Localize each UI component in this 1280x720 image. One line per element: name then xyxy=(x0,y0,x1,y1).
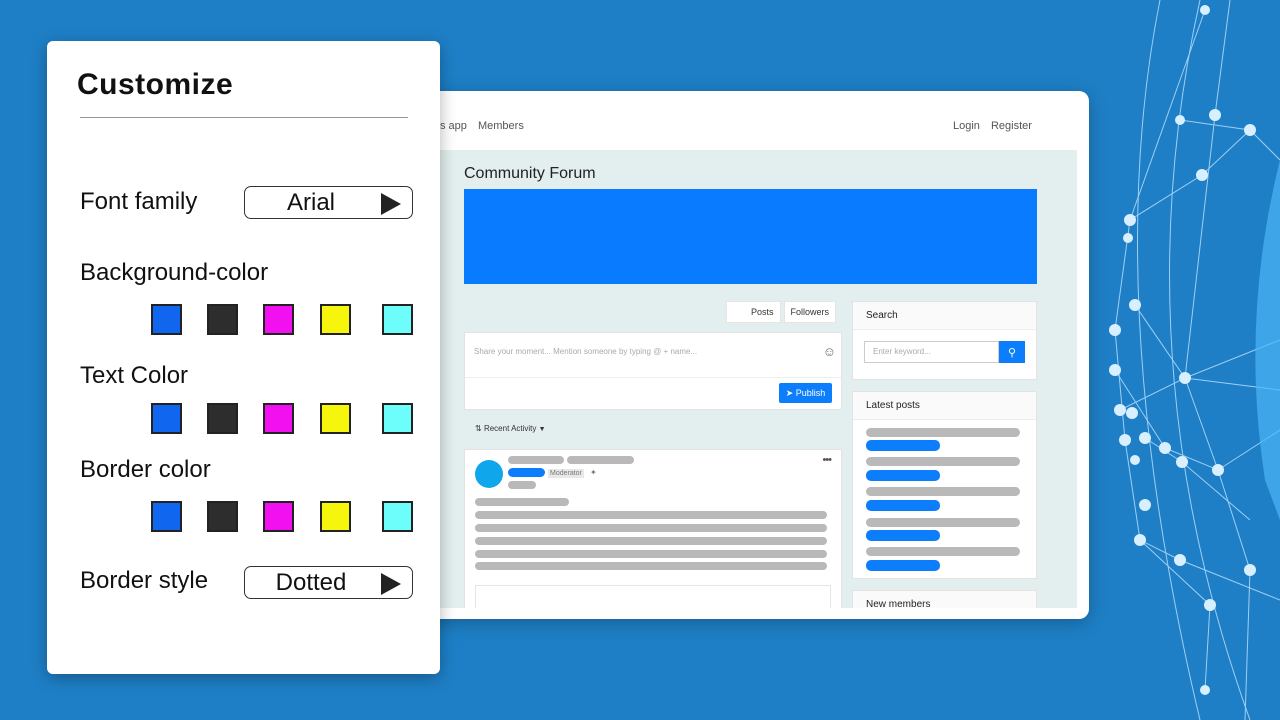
activity-post: Moderator ✦ ••• xyxy=(464,449,842,608)
placeholder-bar xyxy=(866,470,940,481)
search-heading: Search xyxy=(853,302,1036,330)
placeholder-bar xyxy=(866,440,940,451)
search-icon: ⚲ xyxy=(1007,345,1017,359)
search-input[interactable]: Enter keyword... xyxy=(864,341,999,363)
comment-box[interactable] xyxy=(475,585,831,608)
forum-content: Community Forum Posts Followers Share yo… xyxy=(440,150,1077,608)
new-members-widget: New members xyxy=(852,590,1037,608)
swatch-blue[interactable] xyxy=(151,403,182,434)
placeholder-bar xyxy=(475,537,827,545)
divider xyxy=(465,377,841,378)
placeholder-bar xyxy=(475,511,827,519)
pin-icon: ✦ xyxy=(590,468,597,477)
placeholder-bar xyxy=(475,550,827,558)
swatch-magenta[interactable] xyxy=(263,501,294,532)
border-style-select[interactable]: Dotted xyxy=(244,566,413,599)
latest-posts-heading: Latest posts xyxy=(853,392,1036,420)
latest-posts-widget: Latest posts xyxy=(852,391,1037,579)
nav-link-app[interactable]: s app xyxy=(440,120,467,132)
placeholder-bar xyxy=(866,428,1020,437)
publish-button[interactable]: ➤ Publish xyxy=(779,383,832,403)
recent-activity-label: Recent Activity xyxy=(483,424,537,433)
panel-title: Customize xyxy=(77,68,234,101)
forum-preview: s app Members Login Register Community F… xyxy=(420,91,1089,619)
swatch-magenta[interactable] xyxy=(263,304,294,335)
font-family-value: Arial xyxy=(286,189,335,216)
profile-tabs: Posts Followers xyxy=(726,301,837,323)
swatch-magenta[interactable] xyxy=(263,403,294,434)
recent-activity-dropdown[interactable]: ⇅ Recent Activity ▼ xyxy=(475,424,546,433)
placeholder-bar xyxy=(866,457,1020,466)
placeholder-bar xyxy=(866,547,1020,556)
border-color-label: Border color xyxy=(80,456,211,483)
forum-nav-left: s app Members xyxy=(440,120,532,132)
avatar xyxy=(475,460,503,488)
customize-panel: Customize Font family Arial Background-c… xyxy=(47,41,440,674)
swatch-blue[interactable] xyxy=(151,501,182,532)
nav-link-login[interactable]: Login xyxy=(953,120,980,132)
border-color-swatches xyxy=(151,501,413,532)
nav-link-register[interactable]: Register xyxy=(990,120,1032,132)
placeholder-bar xyxy=(866,560,940,571)
placeholder-bar xyxy=(866,500,940,511)
swatch-yellow[interactable] xyxy=(320,501,351,532)
placeholder-bar xyxy=(866,487,1020,496)
font-family-label: Font family xyxy=(80,188,198,215)
swatch-cyan[interactable] xyxy=(382,304,413,335)
placeholder-bar xyxy=(866,530,940,541)
send-icon: ➤ xyxy=(785,387,794,398)
background-color-swatches xyxy=(151,304,413,335)
swatch-black[interactable] xyxy=(207,403,238,434)
swatch-black[interactable] xyxy=(207,501,238,532)
tab-posts[interactable]: Posts xyxy=(726,301,781,323)
publish-label: Publish xyxy=(795,387,826,398)
swatch-yellow[interactable] xyxy=(320,403,351,434)
share-box: Share your moment... Mention someone by … xyxy=(464,332,842,410)
placeholder-bar xyxy=(508,456,564,464)
placeholder-bar xyxy=(475,562,827,570)
border-style-label: Border style xyxy=(80,567,209,594)
swatch-cyan[interactable] xyxy=(382,501,413,532)
play-arrow-icon xyxy=(381,573,401,595)
divider xyxy=(80,117,408,118)
placeholder-bar xyxy=(567,456,634,464)
background-color-label: Background-color xyxy=(80,259,269,286)
caret-down-icon: ▼ xyxy=(538,426,546,433)
swatch-yellow[interactable] xyxy=(320,304,351,335)
forum-nav-right: Login Register xyxy=(953,120,1040,132)
border-style-value: Dotted xyxy=(275,569,347,596)
nav-link-members[interactable]: Members xyxy=(477,120,524,132)
moderator-badge: Moderator xyxy=(548,469,584,478)
emoji-icon[interactable]: ☺ xyxy=(822,344,836,359)
more-options-icon[interactable]: ••• xyxy=(822,454,832,466)
search-widget: Search Enter keyword... ⚲ xyxy=(852,301,1037,380)
new-members-heading: New members xyxy=(853,591,1036,608)
swatch-cyan[interactable] xyxy=(382,403,413,434)
swatch-blue[interactable] xyxy=(151,304,182,335)
search-button[interactable]: ⚲ xyxy=(999,341,1025,363)
placeholder-bar xyxy=(475,498,569,506)
placeholder-bar xyxy=(866,518,1020,527)
share-input[interactable]: Share your moment... Mention someone by … xyxy=(474,347,698,356)
font-family-select[interactable]: Arial xyxy=(244,186,413,219)
tab-followers[interactable]: Followers xyxy=(783,301,837,323)
placeholder-bar xyxy=(475,524,827,532)
text-color-swatches xyxy=(151,403,413,434)
placeholder-bar xyxy=(508,481,536,489)
placeholder-bar xyxy=(508,468,545,477)
sort-icon: ⇅ xyxy=(475,424,482,433)
play-arrow-icon xyxy=(381,193,401,215)
swatch-black[interactable] xyxy=(207,304,238,335)
forum-banner xyxy=(464,189,1037,284)
forum-title: Community Forum xyxy=(464,165,596,182)
text-color-label: Text Color xyxy=(80,362,189,389)
